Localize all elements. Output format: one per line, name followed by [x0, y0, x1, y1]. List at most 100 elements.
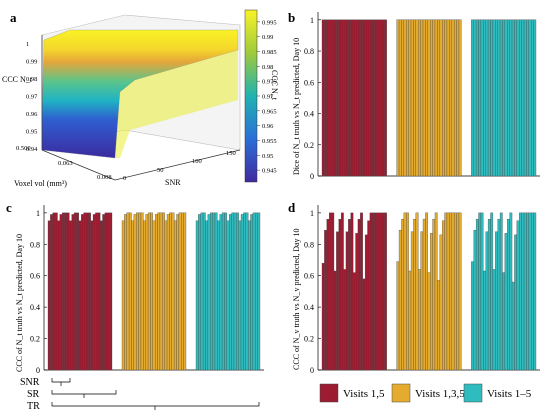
z-axis-label: CCC N_t — [2, 75, 33, 84]
bar — [485, 231, 489, 371]
bar — [499, 212, 503, 371]
bar — [408, 270, 412, 371]
y-tick-label: 0.2 — [304, 335, 314, 344]
bar — [509, 212, 513, 371]
bar — [126, 212, 130, 371]
bar — [62, 212, 65, 371]
bracket-tr — [51, 402, 260, 410]
z-tick-label: 0.97 — [26, 94, 38, 101]
bar — [441, 220, 445, 371]
bar — [176, 214, 180, 371]
bar — [398, 19, 402, 177]
bar — [422, 218, 426, 371]
bar — [533, 212, 537, 371]
x-axis-line — [41, 149, 116, 181]
bar — [362, 278, 366, 371]
bar — [401, 19, 405, 177]
panel-label-c: c — [6, 200, 12, 215]
bar — [415, 212, 419, 371]
bar — [348, 19, 351, 177]
colorbar-tick-labels: 0.945 0.95 0.955 0.96 0.965 0.97 0.975 0.98 0.98… — [257, 19, 277, 175]
bar — [360, 212, 363, 371]
bar — [410, 231, 414, 371]
bar — [350, 212, 354, 371]
bar — [166, 214, 170, 371]
bar — [357, 218, 361, 371]
bar — [509, 19, 513, 177]
bar — [157, 212, 161, 371]
bar — [57, 220, 61, 371]
bar — [453, 212, 457, 371]
x-tick-labels: 0.500 0.063 0.008 — [16, 145, 112, 181]
bar — [519, 212, 522, 371]
bar — [357, 19, 361, 177]
bar — [243, 212, 246, 371]
colorbar-tick-label: 0.98 — [262, 64, 273, 71]
bar — [159, 212, 163, 371]
bar — [233, 212, 237, 371]
panel-b-bar-chart: b Dice of N_t truth vs N_t predicted, Da… — [288, 10, 540, 181]
y-tick-label: 0.4 — [30, 303, 40, 312]
legend-label-visits-1-3-5: Visits 1,3,5 — [415, 388, 465, 400]
bar — [364, 234, 368, 371]
bar — [523, 212, 527, 371]
bar — [104, 212, 108, 371]
bar — [444, 19, 448, 177]
bar — [173, 220, 177, 371]
bar — [384, 19, 387, 177]
bar — [401, 218, 405, 371]
bar — [83, 212, 87, 371]
bar — [372, 212, 375, 371]
bar — [492, 19, 496, 177]
z-tick-label: 0.94 — [26, 146, 38, 153]
y-tick-label: 0.6 — [304, 78, 314, 87]
bar — [102, 214, 106, 371]
bar — [427, 272, 431, 371]
bar — [533, 19, 537, 177]
bar — [413, 218, 417, 371]
bar — [236, 212, 239, 371]
legend-swatch-visits-1-to-5 — [463, 383, 483, 403]
bar — [444, 212, 448, 371]
bar — [398, 229, 402, 371]
bar — [439, 19, 443, 177]
bar — [446, 19, 450, 177]
bar — [183, 212, 187, 371]
bar — [475, 218, 479, 371]
bar — [345, 19, 349, 177]
bar — [427, 19, 431, 177]
panel-label-a: a — [10, 10, 17, 25]
bar — [379, 19, 383, 177]
bar — [221, 212, 225, 371]
bar — [229, 214, 232, 371]
z-tick-label: 1 — [26, 41, 29, 48]
z-tick-label: 0.96 — [26, 111, 38, 118]
bar — [514, 234, 518, 371]
bar — [107, 212, 110, 371]
bar — [422, 19, 426, 177]
bar — [131, 220, 135, 371]
bar — [376, 19, 380, 177]
bar — [492, 269, 496, 371]
bar — [362, 19, 366, 177]
bar — [178, 212, 182, 371]
bar — [483, 270, 486, 371]
bar — [326, 218, 330, 371]
bar — [73, 212, 77, 371]
legend-label-visits-1-5: Visits 1,5 — [343, 388, 385, 400]
bar — [333, 270, 337, 371]
bar — [499, 19, 503, 177]
bar — [76, 212, 79, 371]
y-tick-label: 50 — [157, 167, 164, 174]
x-tick-label: 0.008 — [97, 174, 112, 181]
bar — [169, 212, 172, 371]
bar — [360, 19, 363, 177]
bar — [507, 19, 510, 177]
bar — [367, 220, 371, 371]
colorbar-tick-label: 0.955 — [262, 138, 277, 145]
bar — [495, 231, 498, 371]
bar — [367, 19, 371, 177]
y-tick-label: 0.8 — [304, 240, 314, 249]
y-axis-label: Dice of N_t truth vs N_t predicted, Day … — [292, 38, 301, 175]
legend-swatch-visits-1-3-5 — [391, 383, 411, 403]
